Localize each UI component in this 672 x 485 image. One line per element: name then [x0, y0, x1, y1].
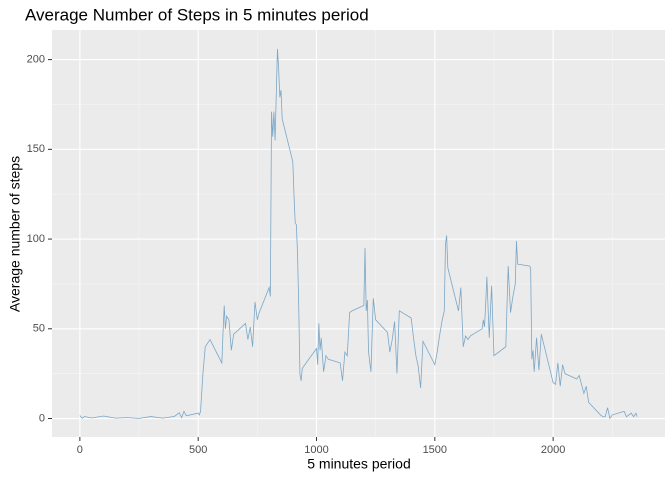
- y-tick-label: 150: [27, 143, 45, 155]
- x-tick-label: 0: [77, 444, 83, 456]
- x-tick-label: 500: [189, 444, 207, 456]
- y-axis-title: Average number of steps: [7, 156, 23, 312]
- x-tick-label: 1500: [423, 444, 447, 456]
- chart-title: Average Number of Steps in 5 minutes per…: [25, 5, 369, 24]
- plot-panel: [52, 30, 665, 437]
- y-tick-label: 50: [33, 323, 45, 335]
- x-tick-label: 1000: [304, 444, 328, 456]
- y-tick-label: 100: [27, 233, 45, 245]
- x-axis-title: 5 minutes period: [307, 456, 411, 472]
- y-tick-label: 200: [27, 54, 45, 66]
- x-tick-label: 2000: [541, 444, 565, 456]
- data-line: [79, 48, 638, 420]
- y-tick-label: 0: [39, 412, 45, 424]
